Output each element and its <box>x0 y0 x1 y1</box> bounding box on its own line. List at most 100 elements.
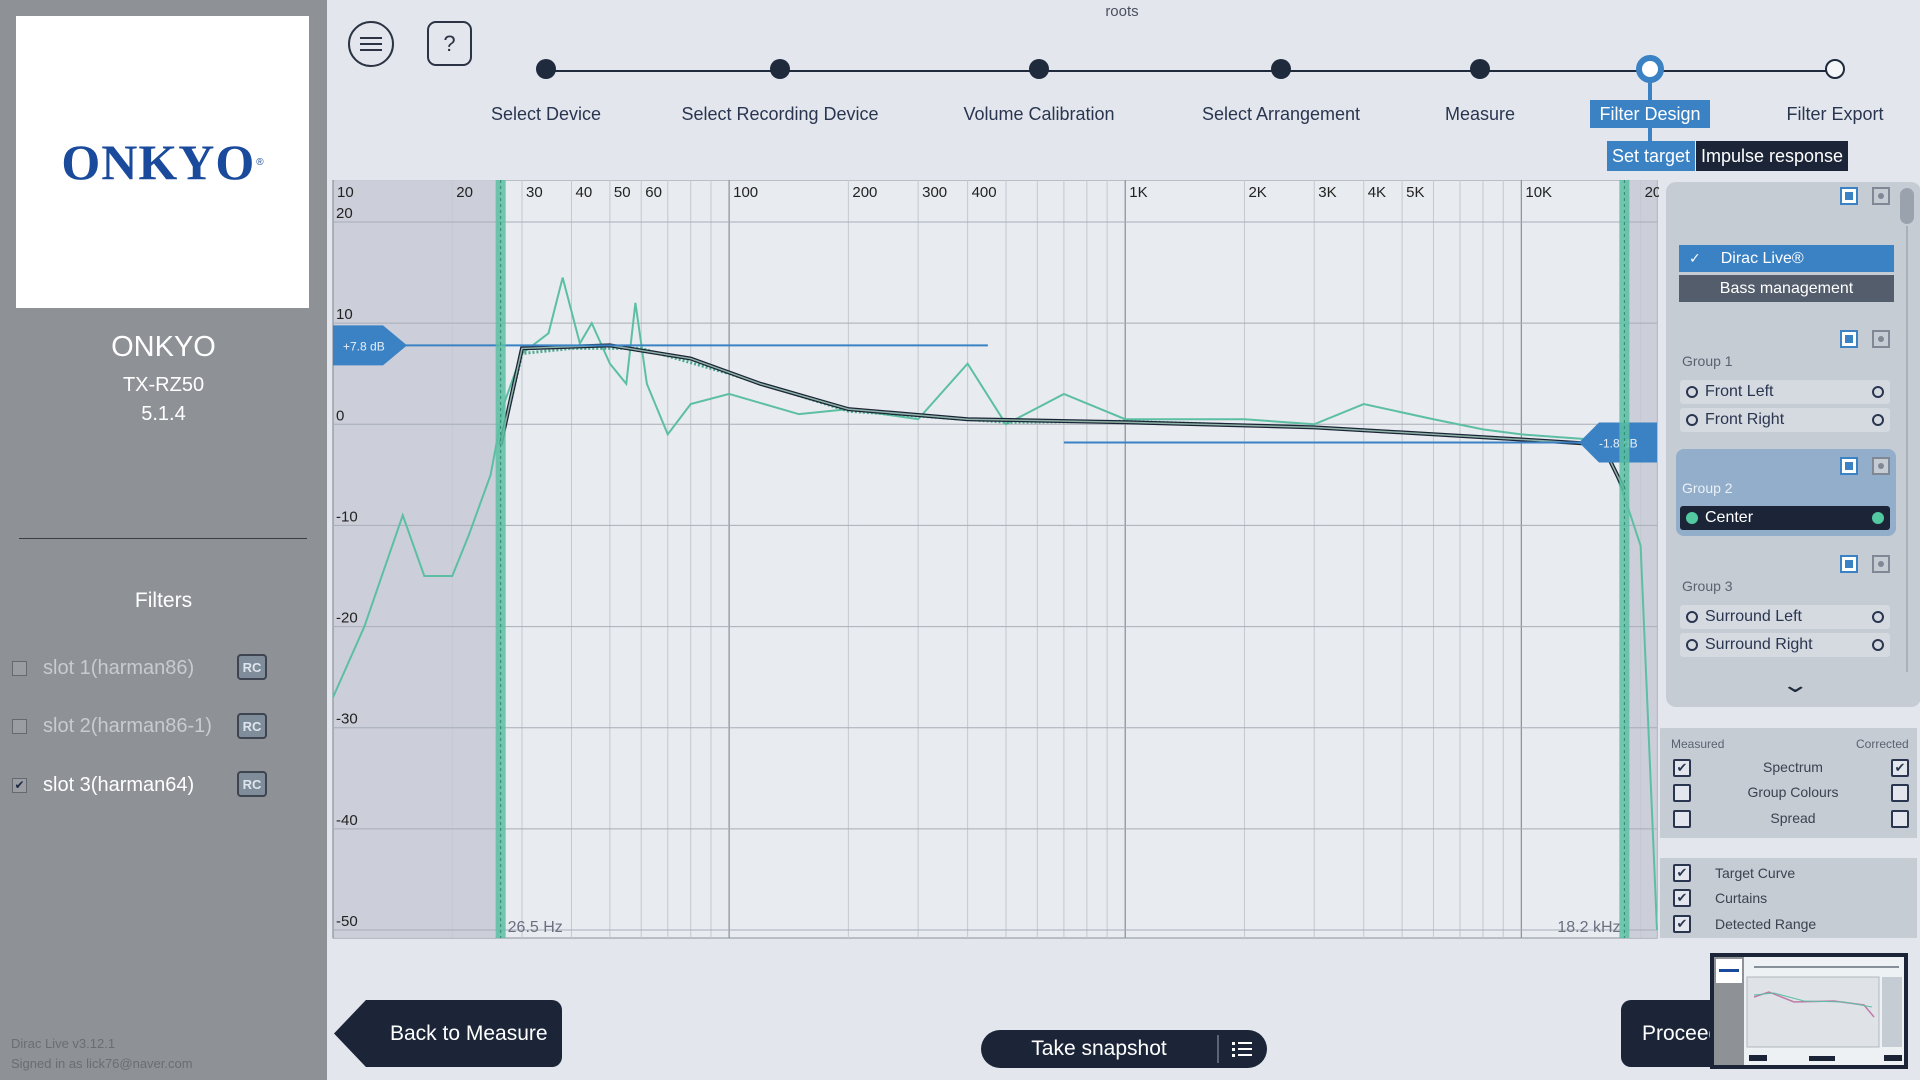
channel-front-left[interactable]: Front Left <box>1680 380 1890 404</box>
step-dot-select-recording-device[interactable] <box>770 59 790 79</box>
panel-scrollbar-thumb[interactable] <box>1900 188 1914 224</box>
step-filter-export[interactable]: Filter Export <box>1786 104 1884 124</box>
record-view-icon[interactable] <box>1872 187 1890 205</box>
step-filter-design[interactable]: Filter Design <box>1590 100 1710 128</box>
panel-scrollbar-track[interactable] <box>1906 226 1908 672</box>
step-dot-select-device[interactable] <box>536 59 556 79</box>
chart-background <box>332 180 1658 939</box>
group-3-icons <box>1840 555 1890 573</box>
check-icon: ✔ <box>1676 760 1688 775</box>
group-colours-corrected-checkbox[interactable] <box>1891 784 1909 802</box>
tab-impulse-response[interactable]: Impulse response <box>1696 141 1848 171</box>
x-tick-label: 60 <box>645 184 662 201</box>
step-select-device[interactable]: Select Device <box>490 104 602 124</box>
measured-column-label: Measured <box>1671 737 1725 751</box>
x-tick-label: 20 <box>456 184 473 201</box>
chart-canvas[interactable]: 1020304050601002003004001K2K3K4K5K10K20K… <box>331 180 1659 940</box>
x-tick-label: 40 <box>575 184 592 201</box>
app-title: roots <box>1105 3 1139 20</box>
snapshot-list-button[interactable] <box>1219 1041 1265 1057</box>
spread-measured-checkbox[interactable] <box>1673 810 1691 828</box>
slot-1-rc-badge[interactable]: RC <box>237 654 267 680</box>
group-1-record-icon[interactable] <box>1872 330 1890 348</box>
filter-slot-3[interactable]: ✔ slot 3(harman64) <box>12 770 282 800</box>
slot-2-rc-badge[interactable]: RC <box>237 713 267 739</box>
step-measure[interactable]: Measure <box>1444 104 1516 124</box>
step-dot-select-arrangement[interactable] <box>1271 59 1291 79</box>
group-3[interactable]: Group 3 Surround Left Surround Right <box>1676 547 1896 663</box>
bass-management-button[interactable]: Bass management <box>1679 275 1894 302</box>
target-curve-checkbox[interactable]: ✔ <box>1673 864 1691 882</box>
step-select-recording-device[interactable]: Select Recording Device <box>681 104 879 124</box>
filter-slot-2[interactable]: slot 2(harman86-1) <box>12 711 282 741</box>
y-tick-label: -20 <box>336 610 358 627</box>
overlay-options-panel <box>1660 858 1917 938</box>
x-tick-label: 1K <box>1129 184 1147 201</box>
menu-button[interactable] <box>348 21 394 67</box>
low-curtain-region <box>333 180 501 938</box>
radio-icon <box>1872 639 1884 651</box>
screenshot-preview-thumbnail[interactable] <box>1710 953 1908 1069</box>
check-icon: ✔ <box>1676 890 1688 905</box>
channel-surround-left[interactable]: Surround Left <box>1680 605 1890 629</box>
radio-icon <box>1872 386 1884 398</box>
step-dot-volume-calibration[interactable] <box>1029 59 1049 79</box>
high-curtain-freq-label: 18.2 kHz <box>1557 919 1620 936</box>
frequency-response-chart[interactable]: 1020304050601002003004001K2K3K4K5K10K20K… <box>331 180 1659 940</box>
spectrum-measured-checkbox[interactable]: ✔ <box>1673 759 1691 777</box>
slot-2-checkbox[interactable] <box>12 718 27 734</box>
group-1[interactable]: Group 1 Front Left Front Right <box>1676 322 1896 438</box>
slot-3-checkbox[interactable]: ✔ <box>12 777 27 793</box>
group-2-record-icon[interactable] <box>1872 457 1890 475</box>
slot-1-checkbox[interactable] <box>12 660 27 676</box>
step-volume-calibration[interactable]: Volume Calibration <box>963 104 1115 124</box>
channel-label: Center <box>1705 509 1754 526</box>
curve-view-icon[interactable] <box>1840 187 1858 205</box>
x-tick-label: 400 <box>972 184 997 201</box>
detected-range-checkbox[interactable]: ✔ <box>1673 915 1691 933</box>
x-tick-label: 50 <box>614 184 631 201</box>
option-detected-range[interactable]: ✔ Detected Range <box>1673 913 1816 935</box>
detected-range-label: Detected Range <box>1715 916 1817 932</box>
snapshot-divider <box>1217 1035 1219 1063</box>
group-3-curve-icon[interactable] <box>1840 555 1858 573</box>
radio-icon <box>1872 512 1884 524</box>
radio-icon <box>1686 611 1698 623</box>
take-snapshot-button[interactable]: Take snapshot <box>1031 1037 1167 1060</box>
check-icon: ✔ <box>14 778 25 792</box>
option-curtains[interactable]: ✔ Curtains <box>1673 887 1767 909</box>
group-2[interactable]: Group 2 Center <box>1676 449 1896 536</box>
list-icon <box>1232 1042 1252 1057</box>
filter-slot-1[interactable]: slot 1(harman86) <box>12 653 282 683</box>
radio-icon <box>1872 414 1884 426</box>
channel-front-right[interactable]: Front Right <box>1680 408 1890 432</box>
group-3-record-icon[interactable] <box>1872 555 1890 573</box>
channel-center[interactable]: Center <box>1680 506 1890 530</box>
step-dot-filter-export[interactable] <box>1825 59 1845 79</box>
chevron-down-icon[interactable]: ⌄ <box>1780 672 1810 697</box>
group-1-curve-icon[interactable] <box>1840 330 1858 348</box>
tab-set-target[interactable]: Set target <box>1607 141 1695 171</box>
step-dot-filter-design[interactable] <box>1636 55 1664 83</box>
curtains-checkbox[interactable]: ✔ <box>1673 889 1691 907</box>
option-target-curve[interactable]: ✔ Target Curve <box>1673 862 1795 884</box>
step-select-arrangement[interactable]: Select Arrangement <box>1201 104 1361 124</box>
spectrum-corrected-checkbox[interactable]: ✔ <box>1891 759 1909 777</box>
y-tick-label: -50 <box>336 913 358 930</box>
x-tick-label: 3K <box>1318 184 1336 201</box>
registered-mark: ® <box>256 156 264 168</box>
step-dot-measure[interactable] <box>1470 59 1490 79</box>
group-2-curve-icon[interactable] <box>1840 457 1858 475</box>
help-button[interactable]: ? <box>427 21 472 66</box>
channel-surround-right[interactable]: Surround Right <box>1680 633 1890 657</box>
back-to-measure-button[interactable]: Back to Measure <box>334 1000 562 1067</box>
spread-corrected-checkbox[interactable] <box>1891 810 1909 828</box>
x-tick-label: 200 <box>852 184 877 201</box>
device-logo: ONKYO ® <box>16 16 309 308</box>
x-tick-label: 20K <box>1645 184 1659 201</box>
y-tick-label: 10 <box>336 306 353 323</box>
group-colours-measured-checkbox[interactable] <box>1673 784 1691 802</box>
dirac-live-button[interactable]: ✓ Dirac Live® <box>1679 245 1894 272</box>
device-config: 5.1.4 <box>141 403 186 425</box>
slot-3-rc-badge[interactable]: RC <box>237 771 267 797</box>
